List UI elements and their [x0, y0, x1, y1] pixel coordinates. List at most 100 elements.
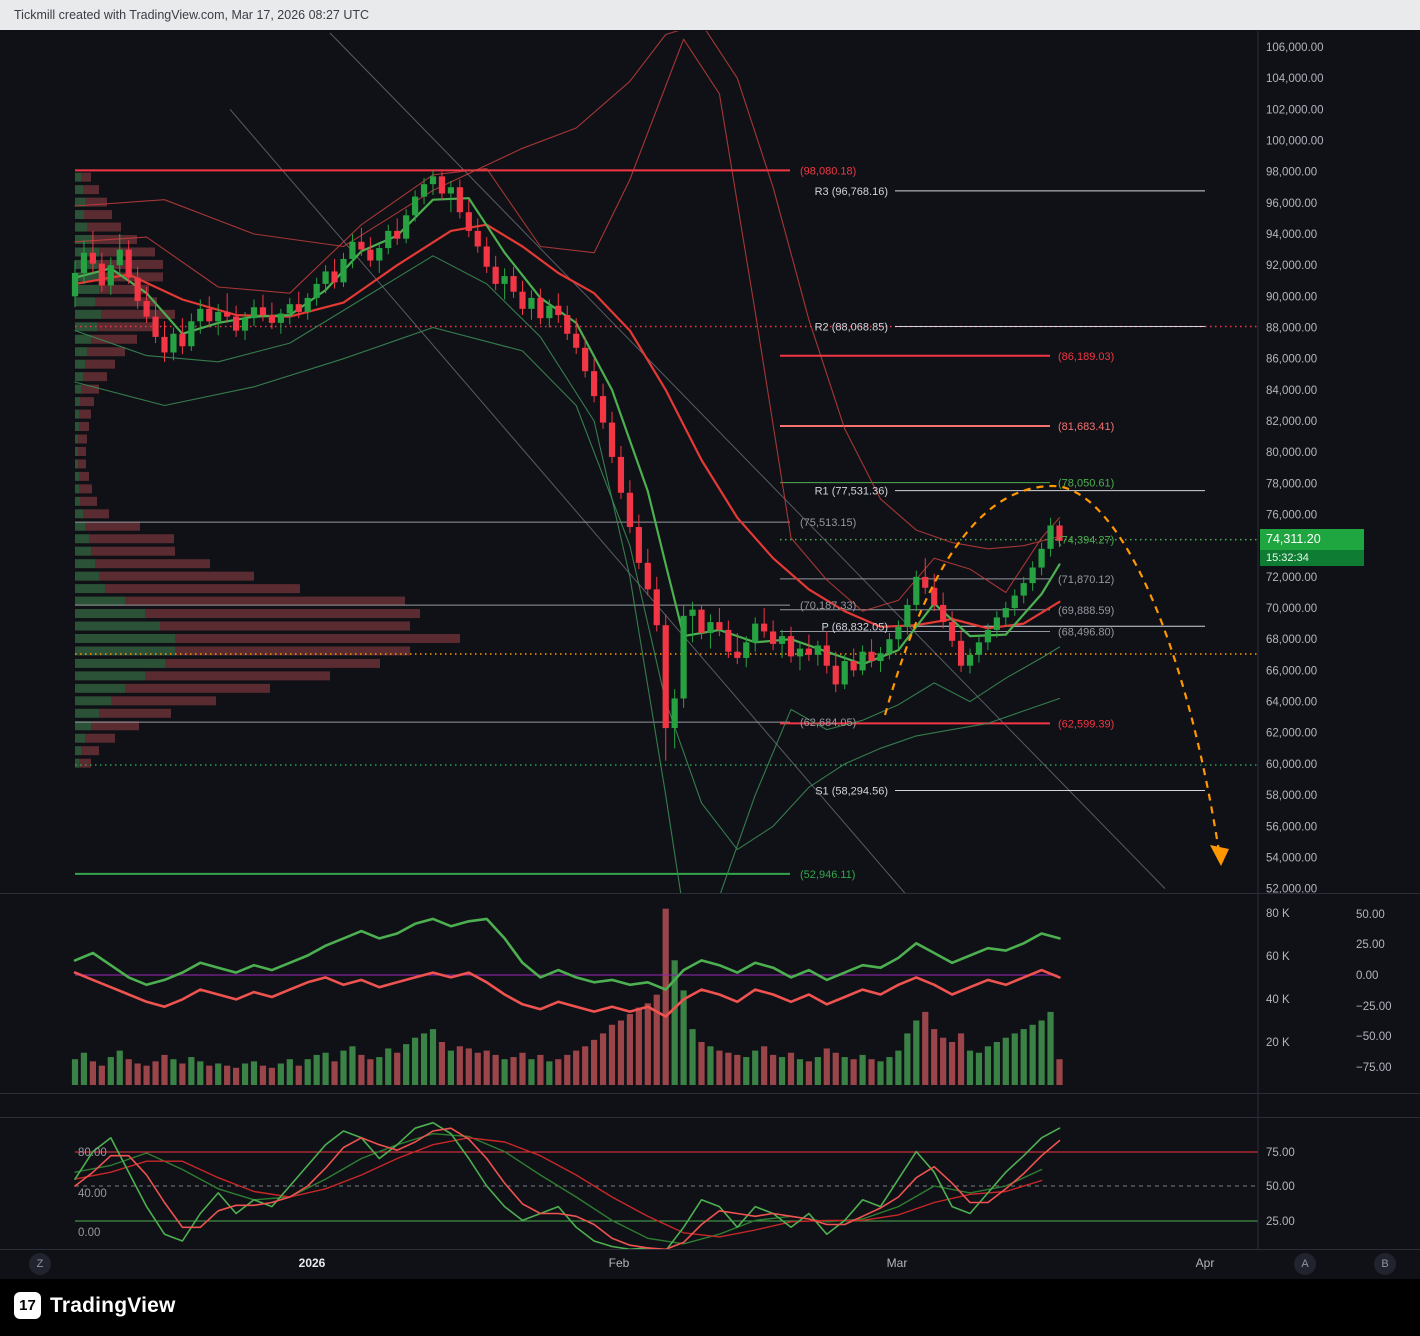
upper-band-1: [74, 38, 1061, 612]
price-axis-tick: 62,000.00: [1266, 728, 1317, 740]
price-axis-tick: 104,000.00: [1266, 73, 1324, 85]
level-label: (52,946.11): [800, 869, 855, 881]
time-axis[interactable]: Z A B 2026 Feb Mar Apr: [0, 1250, 1420, 1279]
tradingview-logo-glyph: 17: [19, 1297, 36, 1314]
panel2-axis-tick: −25.00: [1356, 1001, 1392, 1013]
price-axis-tick: 80,000.00: [1266, 447, 1317, 459]
tradingview-logo-icon: 17: [14, 1292, 41, 1319]
price-axis-tick: 76,000.00: [1266, 510, 1317, 522]
price-axis-tick: 86,000.00: [1266, 354, 1317, 366]
price-axis-tick: 52,000.00: [1266, 884, 1317, 896]
price-axis-tick: 54,000.00: [1266, 852, 1317, 864]
price-axis-tick: 96,000.00: [1266, 198, 1317, 210]
time-axis-label[interactable]: Mar: [886, 1256, 908, 1270]
attribution-bar: Tickmill created with TradingView.com, M…: [0, 0, 1420, 30]
price-axis-tick: 56,000.00: [1266, 821, 1317, 833]
level-label: (81,683.41): [1058, 421, 1114, 433]
level-label: (74,394.27): [1058, 535, 1114, 547]
panel3-axis-tick: 25.00: [1266, 1216, 1295, 1228]
price-axis-tick: 60,000.00: [1266, 759, 1317, 771]
indicator-panel-2[interactable]: [71, 908, 1063, 1085]
panel2-axis-tick: 25.00: [1356, 939, 1385, 951]
panel2-axis-tick: 40 K: [1266, 994, 1290, 1006]
stoch-d-slow: [74, 1137, 1043, 1238]
price-axis-tick: 94,000.00: [1266, 229, 1317, 241]
current-price-value: 74,311.20: [1260, 529, 1364, 550]
candles-layer: [71, 170, 1063, 761]
upper-band-2: [74, 31, 1061, 550]
price-axis-tick: 84,000.00: [1266, 385, 1317, 397]
ma-fast-green: [73, 197, 1061, 666]
adjust-scale-a-button[interactable]: A: [1294, 1253, 1316, 1275]
panel2-axis-tick: −50.00: [1356, 1031, 1392, 1043]
price-axis-tick: 98,000.00: [1266, 167, 1317, 179]
price-axis-tick: 68,000.00: [1266, 634, 1317, 646]
level-label: (68,496.80): [1058, 626, 1114, 638]
price-axis[interactable]: 106,000.00 104,000.00 102,000.00 100,000.00…: [1266, 42, 1324, 896]
level-label: S1 (58,294.56): [815, 785, 888, 797]
time-axis-label[interactable]: Apr: [1195, 1256, 1215, 1270]
price-axis-tick: 66,000.00: [1266, 665, 1317, 677]
price-axis-tick: 58,000.00: [1266, 790, 1317, 802]
level-label: (75,513.15): [800, 517, 856, 529]
level-label: (98,080.18): [800, 165, 856, 177]
footer-bar: 17 TradingView: [0, 1279, 1420, 1336]
price-axis-tick: 82,000.00: [1266, 416, 1317, 428]
stoch-k-fast: [74, 1121, 1061, 1249]
level-labels: (98,080.18) R3 (96,768.16) R2 (88,068.85) (…: [800, 165, 1114, 880]
level-label: R1 (77,531.36): [815, 486, 888, 498]
price-axis-tick: 64,000.00: [1266, 697, 1317, 709]
panel2-axis-tick: −75.00: [1356, 1062, 1392, 1074]
current-price-label: 74,311.20 15:32:34: [1260, 529, 1364, 566]
panel3-axis[interactable]: 80.00 40.00 0.00 75.00 50.00 25.00: [78, 1147, 1295, 1239]
indicator-line: [73, 968, 1061, 1018]
forecast-arrow-drawing[interactable]: [883, 484, 1222, 859]
adjust-scale-b-button[interactable]: B: [1374, 1253, 1396, 1275]
trendline[interactable]: [329, 32, 1166, 889]
price-axis-tick: 78,000.00: [1266, 478, 1317, 490]
panel3-axis-tick: 50.00: [1266, 1181, 1295, 1193]
price-axis-tick: 72,000.00: [1266, 572, 1317, 584]
price-axis-tick: 106,000.00: [1266, 42, 1324, 54]
time-axis-label[interactable]: 2026: [298, 1256, 326, 1270]
main-chart-panel[interactable]: [71, 24, 1258, 912]
level-label: (78,050.61): [1058, 478, 1114, 490]
timezone-button[interactable]: Z: [29, 1253, 51, 1275]
bar-countdown: 15:32:34: [1260, 550, 1364, 566]
tradingview-wordmark: TradingView: [50, 1293, 176, 1317]
stoch-d-fast: [74, 1127, 1061, 1249]
tradingview-logo[interactable]: 17 TradingView: [14, 1292, 176, 1319]
attribution-text: Tickmill created with TradingView.com, M…: [14, 8, 370, 22]
time-axis-label[interactable]: Feb: [608, 1256, 630, 1270]
lower-band-1: [74, 255, 1061, 893]
level-label: (86,189.03): [1058, 351, 1114, 363]
stoch-k-slow: [74, 1132, 1043, 1245]
price-axis-tick: 88,000.00: [1266, 323, 1317, 335]
price-axis-tick: 92,000.00: [1266, 260, 1317, 272]
indicator-panel-3[interactable]: [74, 1121, 1258, 1251]
trendline[interactable]: [229, 109, 906, 893]
panel3-inplot-label: 40.00: [78, 1188, 107, 1200]
level-label: (70,187.33): [800, 600, 856, 612]
price-axis-tick: 102,000.00: [1266, 104, 1324, 116]
panel3-inplot-label: 0.00: [78, 1227, 100, 1239]
panel2-axis-tick: 80 K: [1266, 908, 1290, 920]
lower-band-2: [74, 326, 1061, 851]
level-label: (71,870.12): [1058, 574, 1114, 586]
price-axis-tick: 70,000.00: [1266, 603, 1317, 615]
panel3-axis-tick: 75.00: [1266, 1147, 1295, 1159]
level-label: R3 (96,768.16): [815, 186, 888, 198]
level-label: R2 (88,068.85): [815, 321, 888, 333]
panel2-axis-tick: 60 K: [1266, 951, 1290, 963]
level-label: P (68,832.05): [822, 621, 888, 633]
level-label: (62,684.05): [800, 717, 856, 729]
level-label: (69,888.59): [1058, 605, 1114, 617]
panel3-inplot-label: 80.00: [78, 1147, 107, 1159]
indicator-line: [73, 917, 1061, 991]
panel2-axis[interactable]: 80 K 60 K 40 K 20 K 50.00 25.00 0.00 −25.00 −50.…: [1266, 908, 1392, 1074]
level-label: (62,599.39): [1058, 718, 1114, 730]
panel2-axis-tick: 20 K: [1266, 1037, 1290, 1049]
panel2-axis-tick: 50.00: [1356, 909, 1385, 921]
price-axis-tick: 100,000.00: [1266, 136, 1324, 148]
